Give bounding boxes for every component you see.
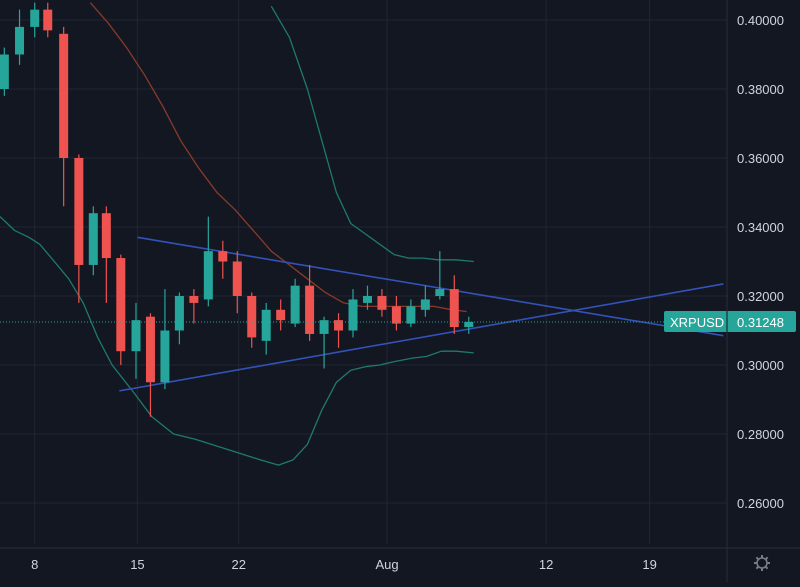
candle [131, 302, 141, 379]
candle-body-up [160, 330, 170, 383]
candle-body-down [377, 296, 387, 310]
x-tick-label: 12 [539, 557, 553, 572]
candle-body-down [232, 261, 242, 296]
trendline-1[interactable] [137, 236, 724, 337]
candle-body-down [189, 296, 199, 303]
candle-body-down [334, 320, 344, 331]
candles [0, 2, 474, 417]
trendline-2[interactable] [119, 283, 724, 392]
candle-body-down [449, 289, 459, 328]
candle [0, 47, 9, 96]
candle [43, 2, 53, 38]
y-tick-label: 0.30000 [737, 358, 784, 373]
candle [435, 251, 445, 300]
x-tick-label: Aug [375, 557, 398, 572]
candle [276, 299, 286, 331]
last-price-label: 0.31248 [737, 315, 784, 330]
candle [290, 278, 300, 328]
x-tick-label: 15 [130, 557, 144, 572]
candle-body-down [305, 285, 315, 334]
candle-body-up [131, 320, 141, 352]
last-price-badge: XRPUSD 0.31248 [664, 310, 796, 332]
candle-body-up [290, 285, 300, 324]
y-tick-label: 0.28000 [737, 427, 784, 442]
candle [145, 313, 155, 417]
candle-body-up [203, 251, 213, 300]
candle [174, 292, 184, 345]
candle [30, 2, 40, 38]
candle [464, 316, 474, 334]
candle [305, 264, 315, 341]
candle [232, 251, 242, 314]
candle [203, 216, 213, 307]
candle-body-down [43, 9, 53, 31]
candle-body-down [101, 213, 111, 259]
y-tick-label: 0.26000 [737, 496, 784, 511]
candle-body-up [174, 296, 184, 331]
candle [362, 285, 372, 310]
candle-body-down [391, 306, 401, 324]
candle-body-up [15, 26, 25, 55]
y-tick-label: 0.34000 [737, 220, 784, 235]
candle [261, 302, 271, 355]
candle-body-up [261, 309, 271, 341]
candle [449, 275, 459, 334]
y-tick-label: 0.32000 [737, 289, 784, 304]
bollinger-upper-line [270, 5, 474, 263]
candle-body-down [116, 258, 126, 352]
y-tick-label: 0.40000 [737, 13, 784, 28]
candle-body-up [88, 213, 98, 265]
trendlines[interactable] [119, 236, 724, 392]
candle [377, 289, 387, 317]
candle-body-down [276, 309, 286, 321]
candle [189, 289, 199, 324]
gear-icon[interactable] [754, 555, 770, 571]
y-tick-label: 0.38000 [737, 82, 784, 97]
candle-body-down [59, 33, 69, 158]
candle-body-up [420, 299, 430, 310]
bollinger-bands [0, 5, 474, 466]
candle-body-up [464, 321, 474, 328]
candle-body-up [348, 299, 358, 331]
candle [101, 206, 111, 303]
candle-body-down [247, 296, 257, 338]
candle-body-down [218, 251, 228, 262]
candle [218, 240, 228, 279]
candle-body-up [0, 54, 9, 89]
candle [160, 289, 170, 390]
candle [334, 313, 344, 348]
candle [348, 289, 358, 338]
candle-body-up [406, 306, 416, 324]
candle [406, 299, 416, 328]
y-tick-label: 0.36000 [737, 151, 784, 166]
candle [74, 154, 84, 303]
candle [15, 9, 25, 65]
gear-ring [756, 557, 768, 569]
last-price-badge-box [664, 310, 796, 332]
symbol-label: XRPUSD [670, 315, 724, 330]
candle-body-up [30, 9, 40, 27]
candle [420, 285, 430, 317]
candle-body-up [319, 320, 329, 334]
candle-body-up [435, 289, 445, 296]
candle [247, 292, 257, 348]
candle-body-down [74, 158, 84, 265]
candle-body-up [362, 296, 372, 303]
candle [59, 26, 69, 207]
candle [319, 316, 329, 369]
candle [391, 296, 401, 331]
candle-body-down [145, 316, 155, 383]
x-tick-label: 8 [31, 557, 38, 572]
x-tick-label: 22 [231, 557, 245, 572]
bollinger-lower-line [0, 216, 474, 466]
candle [88, 206, 98, 276]
candle [116, 254, 126, 365]
x-tick-label: 19 [642, 557, 656, 572]
